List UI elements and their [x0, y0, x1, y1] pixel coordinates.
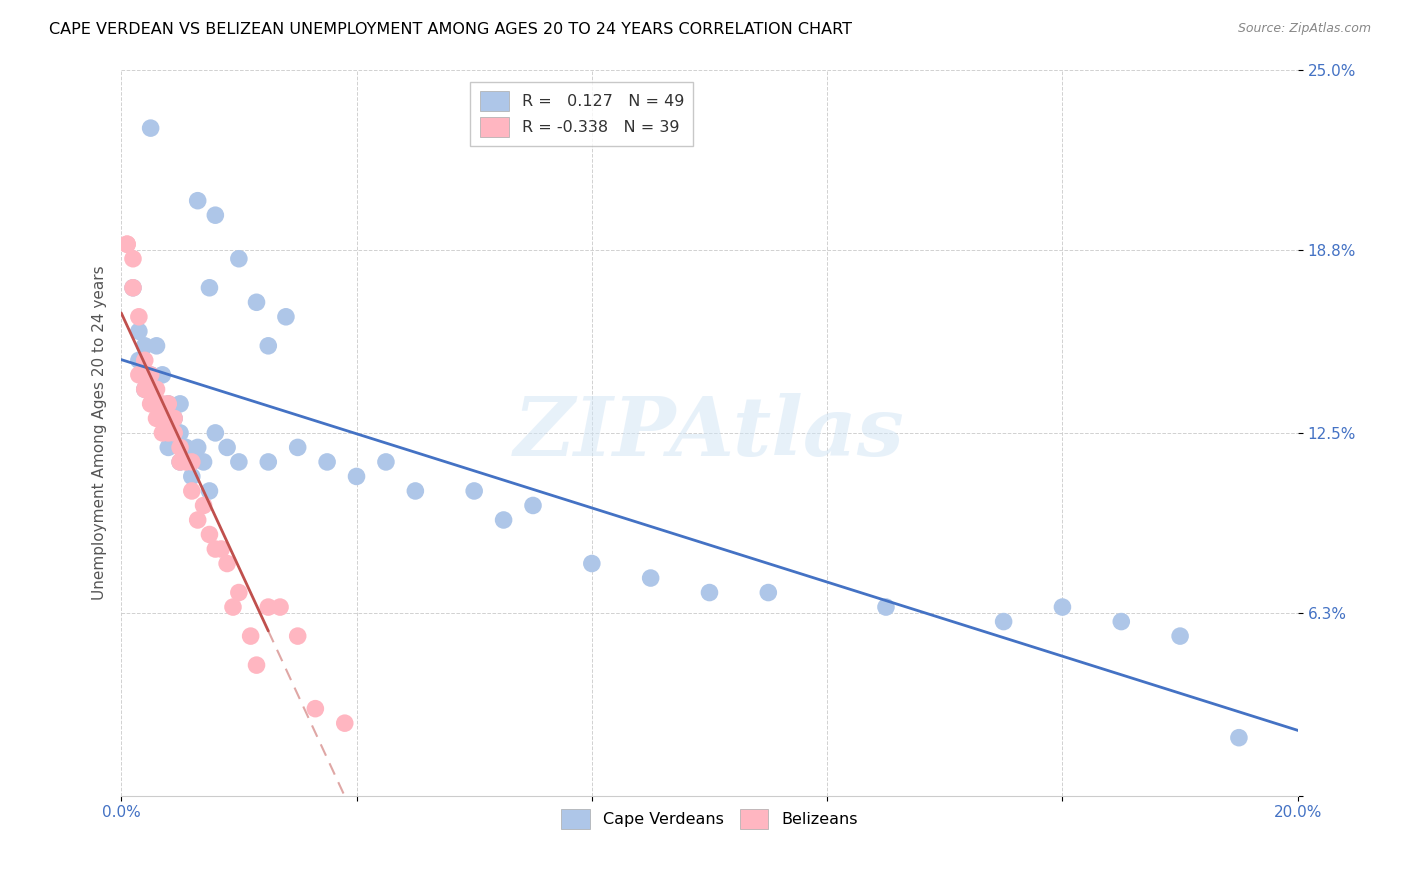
Point — [875, 600, 897, 615]
Point — [152, 411, 174, 425]
Point — [128, 324, 150, 338]
Point — [145, 411, 167, 425]
Point — [193, 499, 215, 513]
Point — [217, 441, 239, 455]
Y-axis label: Unemployment Among Ages 20 to 24 years: Unemployment Among Ages 20 to 24 years — [93, 266, 107, 600]
Point — [463, 483, 485, 498]
Point — [174, 455, 197, 469]
Point — [245, 295, 267, 310]
Point — [180, 469, 202, 483]
Point — [134, 353, 156, 368]
Point — [139, 397, 162, 411]
Text: ZIPAtlas: ZIPAtlas — [515, 392, 905, 473]
Point — [139, 368, 162, 382]
Point — [157, 397, 180, 411]
Point — [139, 368, 162, 382]
Point — [163, 411, 186, 425]
Point — [157, 441, 180, 455]
Text: CAPE VERDEAN VS BELIZEAN UNEMPLOYMENT AMONG AGES 20 TO 24 YEARS CORRELATION CHAR: CAPE VERDEAN VS BELIZEAN UNEMPLOYMENT AM… — [49, 22, 852, 37]
Point — [316, 455, 339, 469]
Point — [204, 425, 226, 440]
Point — [193, 455, 215, 469]
Point — [1052, 600, 1074, 615]
Point — [180, 483, 202, 498]
Point — [115, 237, 138, 252]
Point — [269, 600, 291, 615]
Text: Source: ZipAtlas.com: Source: ZipAtlas.com — [1237, 22, 1371, 36]
Point — [287, 441, 309, 455]
Point — [581, 557, 603, 571]
Point — [204, 541, 226, 556]
Point — [228, 455, 250, 469]
Point — [287, 629, 309, 643]
Point — [122, 281, 145, 295]
Point — [145, 383, 167, 397]
Point — [128, 310, 150, 324]
Point — [187, 513, 209, 527]
Point — [152, 397, 174, 411]
Point — [374, 455, 396, 469]
Point — [257, 600, 280, 615]
Point — [122, 252, 145, 266]
Point — [1168, 629, 1191, 643]
Point — [228, 585, 250, 599]
Point — [198, 281, 221, 295]
Point — [187, 441, 209, 455]
Point — [134, 339, 156, 353]
Point — [152, 368, 174, 382]
Point — [333, 716, 356, 731]
Point — [228, 252, 250, 266]
Point — [157, 397, 180, 411]
Point — [163, 425, 186, 440]
Point — [522, 499, 544, 513]
Point — [257, 455, 280, 469]
Point — [169, 441, 191, 455]
Point — [169, 397, 191, 411]
Point — [115, 237, 138, 252]
Point — [1109, 615, 1132, 629]
Point — [163, 411, 186, 425]
Point — [134, 383, 156, 397]
Point — [204, 208, 226, 222]
Point — [157, 425, 180, 440]
Point — [756, 585, 779, 599]
Legend: Cape Verdeans, Belizeans: Cape Verdeans, Belizeans — [555, 803, 865, 835]
Point — [257, 339, 280, 353]
Point — [187, 194, 209, 208]
Point — [239, 629, 262, 643]
Point — [217, 557, 239, 571]
Point — [198, 483, 221, 498]
Point — [169, 455, 191, 469]
Point — [174, 441, 197, 455]
Point — [1227, 731, 1250, 745]
Point — [169, 455, 191, 469]
Point — [145, 339, 167, 353]
Point — [152, 425, 174, 440]
Point — [169, 425, 191, 440]
Point — [180, 455, 202, 469]
Point — [699, 585, 721, 599]
Point — [993, 615, 1015, 629]
Point — [198, 527, 221, 541]
Point — [134, 383, 156, 397]
Point — [274, 310, 297, 324]
Point — [209, 541, 232, 556]
Point — [245, 658, 267, 673]
Point — [222, 600, 245, 615]
Point — [128, 353, 150, 368]
Point — [404, 483, 426, 498]
Point — [304, 701, 326, 715]
Point — [346, 469, 368, 483]
Point — [128, 368, 150, 382]
Point — [122, 281, 145, 295]
Point — [492, 513, 515, 527]
Point — [640, 571, 662, 585]
Point — [139, 121, 162, 136]
